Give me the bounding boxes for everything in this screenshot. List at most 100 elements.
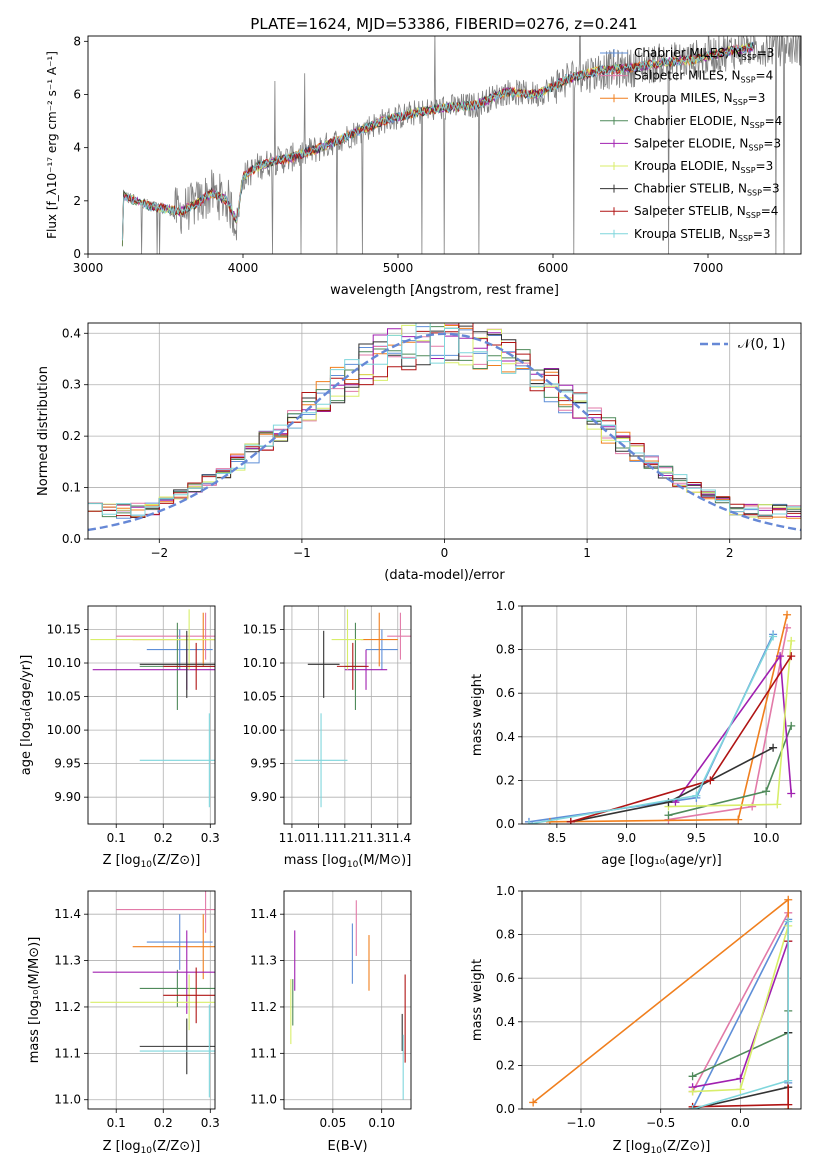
x-axis-label: E(B-V) [327,1139,367,1154]
x-tick-label: 7000 [693,261,724,275]
y-tick-label: 6 [73,87,81,101]
mass-weight-point [688,1087,697,1096]
x-tick-label: 0 [441,546,449,560]
plot-area [90,891,215,1098]
mass-weight-point [688,1105,697,1109]
y-tick-label: 0.2 [496,1058,515,1072]
x-tick-label: 11.1 [305,831,332,845]
x-tick-label: 9.5 [687,831,706,845]
plot-area [290,900,406,1100]
y-tick-label: 4 [73,141,81,155]
mass-weight-point [688,1072,697,1081]
y-axis-label: Normed distribution [36,366,51,496]
x-tick-label: 0.3 [201,831,220,845]
y-tick-label: 1.0 [496,884,515,898]
axes-frame [87,605,216,825]
y-tick-label: 11.1 [250,1046,277,1060]
y-axis-label: mass [log₁₀(M/M⊙)] [27,937,42,1064]
axes-frame [87,890,216,1110]
y-tick-label: 10.05 [47,690,81,704]
mass-vs-extinction-plot: 0.05 0.10 11.0 11.1 11.2 11.3 11.4 E(B-V) [250,890,412,1154]
y-tick-label: 11.4 [54,907,81,921]
y-tick-label: 10.15 [47,622,81,636]
y-tick-label: 0.6 [496,971,515,985]
x-tick-label: 11.4 [384,831,411,845]
x-tick-label: 11.2 [331,831,358,845]
y-tick-label: 9.90 [54,790,81,804]
x-tick-label: 4000 [228,261,259,275]
mass-weight-point [787,721,796,730]
y-axis-label: mass weight [470,959,485,1041]
legend-label: Chabrier ELODIE, NSSP=4 [634,114,782,130]
x-tick-label: 10.0 [753,831,780,845]
mass-weight-point [787,652,796,661]
legend-label: Chabrier MILES, NSSP=3 [634,46,774,62]
model-spectrum-line [121,41,754,241]
mass-weight-point [769,632,778,641]
y-tick-label: 10.00 [243,723,277,737]
legend-label: Kroupa ELODIE, NSSP=3 [634,159,773,175]
x-tick-label: 5000 [383,261,414,275]
plot-area [294,609,411,808]
y-tick-label: 0.4 [496,730,515,744]
x-tick-label: 0.1 [107,831,126,845]
axes-frame [283,890,412,1110]
x-tick-label: 8.5 [547,831,566,845]
y-tick-label: 0.4 [62,326,81,340]
y-tick-label: 0.8 [496,928,515,942]
mass-weight-point [784,895,793,904]
x-tick-label: 0.2 [154,1116,173,1130]
mass-vs-metallicity-plot: 0.1 0.2 0.3 11.0 11.1 11.2 11.3 11.4 Z [log10(Z/… [27,890,220,1156]
x-tick-label: −2 [150,546,168,560]
mass-weight-point [692,791,701,800]
plot-area [529,895,793,1109]
legend-label: Salpeter STELIB, NSSP=4 [634,204,778,220]
y-tick-label: 0.1 [62,481,81,495]
mass-weight-point [748,802,757,811]
x-tick-label: 9.0 [617,831,636,845]
mass-weight-point [545,817,554,824]
mass-weight-point [529,1098,538,1107]
mass-weight-point [773,800,782,809]
axes-frame [521,890,802,1110]
y-tick-label: 9.95 [54,757,81,771]
axes-frame [87,322,802,540]
axes-frame [283,605,412,825]
legend-label: Salpeter ELODIE, NSSP=3 [634,136,781,152]
x-axis-label: Z [log10(Z/Z⊙)] [103,1139,201,1156]
mass-weight-point [706,776,715,785]
y-tick-label: 11.3 [54,954,81,968]
mass-weight-point [524,820,533,824]
age-vs-mass-plot: 11.0 11.1 11.2 11.3 11.4 9.90 9.95 10.00 10.05 10… [243,605,412,870]
x-axis-label: Z [log10(Z/Z⊙)] [103,853,201,870]
spectrum-plot: 3000 4000 5000 6000 7000 0 2 4 6 8 wavelength [Ang… [45,34,802,298]
y-tick-label: 0.0 [496,817,515,831]
x-tick-label: 3000 [73,261,104,275]
mass-weight-point [784,1076,793,1085]
observed-spectrum-line [122,36,801,254]
plot-area [88,323,801,532]
plot-area [121,36,801,254]
x-tick-label: 0.10 [368,1116,395,1130]
y-axis-label: age [log₁₀(age/yr)] [19,655,34,776]
x-axis-label: (data-model)/error [384,568,505,583]
mass-weight-point [787,636,796,645]
y-tick-label: 11.0 [250,1093,277,1107]
mass-weight-vs-metallicity-plot: −1.0 −0.5 0.0 0.0 0.2 0.4 0.6 0.8 1.0 Z [log10(Z/… [470,884,802,1156]
y-axis-label: mass weight [470,674,485,756]
mass-weight-point [736,1085,745,1094]
residual-histogram-step [88,323,801,517]
y-tick-label: 10.00 [47,723,81,737]
x-tick-label: 0.05 [319,1116,346,1130]
age-vs-metallicity-plot: 0.1 0.2 0.3 9.90 9.95 10.00 10.05 10.10 10.15 Z [… [19,605,220,870]
y-tick-label: 0.4 [496,1015,515,1029]
x-tick-label: −1 [293,546,311,560]
y-axis-label: Flux [f_λ10⁻¹⁷ erg cm⁻² s⁻¹ A⁻¹] [45,51,59,239]
y-tick-label: 0.2 [62,429,81,443]
mass-weight-vs-age-plot: 8.5 9.0 9.5 10.0 0.0 0.2 0.4 0.6 0.8 1.0 age [log₁… [470,599,802,868]
y-tick-label: 2 [73,194,81,208]
mass-weight-point [734,815,743,824]
axes-frame [87,35,802,255]
x-tick-label: 11.3 [358,831,385,845]
x-axis-label: age [log₁₀(age/yr)] [601,853,722,868]
